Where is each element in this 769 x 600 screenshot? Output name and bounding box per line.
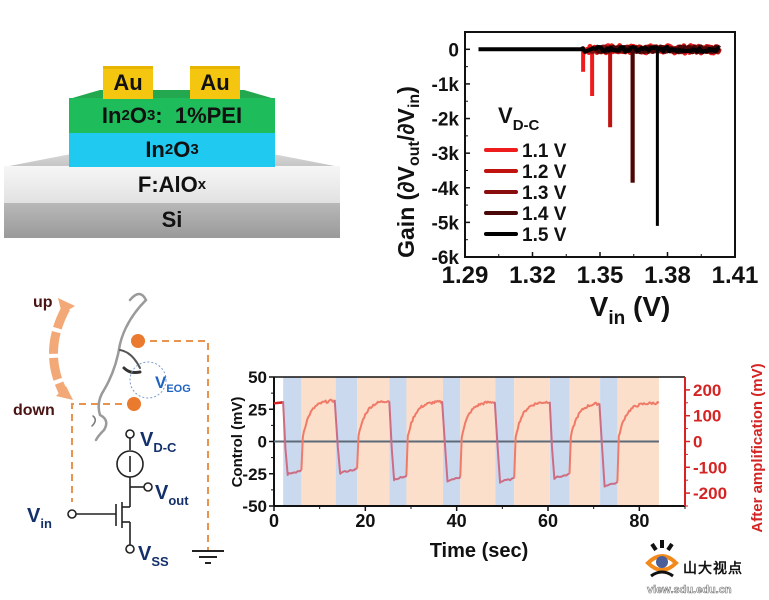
ground-icon: [192, 550, 224, 564]
y-tick-label: -4k: [432, 179, 460, 200]
x-tick-label: 80: [629, 511, 649, 531]
x-tick-label: 60: [538, 511, 558, 531]
gain-legend: VD-C 1.1 V1.2 V1.3 V1.4 V1.5 V: [484, 103, 567, 246]
x-tick-label: 1.41: [712, 262, 759, 289]
amplified-signal-segment: [513, 400, 549, 478]
gain-x-axis-label: Vin (V): [590, 291, 671, 329]
left-y-tick-label: -25: [242, 465, 267, 484]
layer-f-alox: F:AlO x: [4, 166, 340, 203]
x-tick-label: 1.35: [577, 262, 624, 289]
left-y-tick-label: -50: [242, 497, 267, 516]
legend-label: 1.3 V: [522, 183, 567, 204]
up-label: up: [33, 294, 53, 311]
series-12: [584, 44, 722, 128]
left-y-tick-label: 0: [258, 433, 267, 452]
x-tick-label: 1.38: [644, 262, 691, 289]
right-y-tick-label: 200: [693, 381, 721, 400]
left-y-tick-label: 25: [248, 400, 267, 419]
au-electrode-source: Au: [103, 66, 153, 99]
x-tick-label: 20: [355, 511, 375, 531]
y-tick-label: -2k: [432, 110, 460, 131]
eye-region-marker: [129, 361, 167, 399]
amplified-signal-segment: [459, 400, 496, 477]
amplified-signal-segment: [598, 403, 619, 488]
legend-label: 1.4 V: [522, 204, 567, 225]
gain-y-axis-label: Gain (∂Vout/∂Vin): [393, 86, 423, 258]
right-y-tick-label: 0: [693, 433, 702, 452]
amplified-signal-segment: [388, 401, 408, 482]
amplified-signal-segment: [441, 401, 462, 483]
vdc-label: VD-C: [140, 429, 177, 455]
watermark: 山大视点 view.sdu.edu.cn: [645, 536, 769, 600]
series-15: [478, 44, 721, 226]
legend-title: VD-C: [498, 103, 540, 134]
y-tick-label: -3k: [432, 144, 460, 165]
device-stack-diagram: Si F:AlO x In 2 O 3 In 2 O 3: 1%PEI Au Au: [0, 0, 350, 250]
x-tick-label: 1.32: [509, 262, 556, 289]
eye-logo-icon: [645, 540, 679, 578]
pei-bevel: [69, 90, 275, 99]
layer-si: Si: [4, 202, 340, 238]
svg-text:Gain (∂Vout/∂Vin): Gain (∂Vout/∂Vin): [393, 86, 423, 258]
right-y-tick-label: 100: [693, 407, 721, 426]
right-y-tick-label: -100: [693, 458, 727, 477]
vin-label: Vin: [27, 505, 52, 531]
layer-in2o3-pei: In 2 O 3: 1%PEI: [69, 98, 275, 133]
gain-chart: Gain (∂Vout/∂Vin) 0-1k-2k-3k-4k-5k-6k1.2…: [393, 31, 759, 329]
watermark-url: view.sdu.edu.cn: [647, 584, 732, 597]
au-electrode-drain: Au: [190, 66, 240, 99]
legend-label: 1.5 V: [522, 225, 567, 246]
x-tick-label: 1.29: [442, 262, 489, 289]
amplified-signal-segment: [333, 399, 358, 475]
x-tick-label: 40: [447, 511, 467, 531]
y-tick-label: 0: [448, 40, 459, 61]
y-tick-label: -1k: [432, 75, 460, 96]
eog-signal-chart: Control (mV) After amplification (mV) 50…: [229, 363, 766, 562]
upper-electrode-icon: [131, 334, 145, 348]
control-y-axis-label: Control (mV): [229, 397, 246, 488]
transistor-circuit: [67, 429, 153, 554]
amplified-signal-segment: [405, 399, 443, 476]
amplified-signal-segment: [356, 400, 390, 469]
left-y-tick-label: 50: [248, 368, 267, 387]
veog-label: VEOG: [155, 373, 191, 395]
eog-circuit-schematic: up down VEOG VD-C: [13, 292, 224, 569]
amplified-signal-segment: [568, 401, 600, 474]
electrode-wire: [71, 340, 209, 550]
legend-label: 1.2 V: [522, 162, 567, 183]
y-tick-label: -5k: [432, 213, 460, 234]
y-tick-label: -6k: [432, 248, 460, 269]
x-tick-label: 0: [269, 511, 279, 531]
vss-label: VSS: [138, 543, 169, 569]
down-label: down: [13, 402, 55, 419]
vout-label: Vout: [155, 482, 189, 508]
gain-baseline: [478, 44, 721, 54]
layer-in2o3: In 2 O 3: [69, 132, 275, 167]
eye-movement-arrow-icon: [49, 298, 75, 400]
amplified-signal-segment: [548, 401, 570, 480]
amplified-signal-segment: [273, 401, 303, 476]
legend-label: 1.1 V: [522, 141, 567, 162]
lower-electrode-icon: [127, 397, 141, 411]
watermark-site-name: 山大视点: [683, 561, 743, 577]
face-profile-icon: [91, 292, 148, 442]
gain-plot-frame: [464, 31, 736, 258]
amplified-signal-start: [273, 401, 283, 405]
amplified-signal-segment: [493, 401, 515, 484]
amplified-signal-segment: [616, 401, 660, 482]
amplified-signal-segment: [300, 398, 336, 470]
time-x-axis-label: Time (sec): [430, 540, 529, 562]
amplified-y-axis-label: After amplification (mV): [749, 363, 766, 532]
right-y-tick-label: -200: [693, 484, 727, 503]
